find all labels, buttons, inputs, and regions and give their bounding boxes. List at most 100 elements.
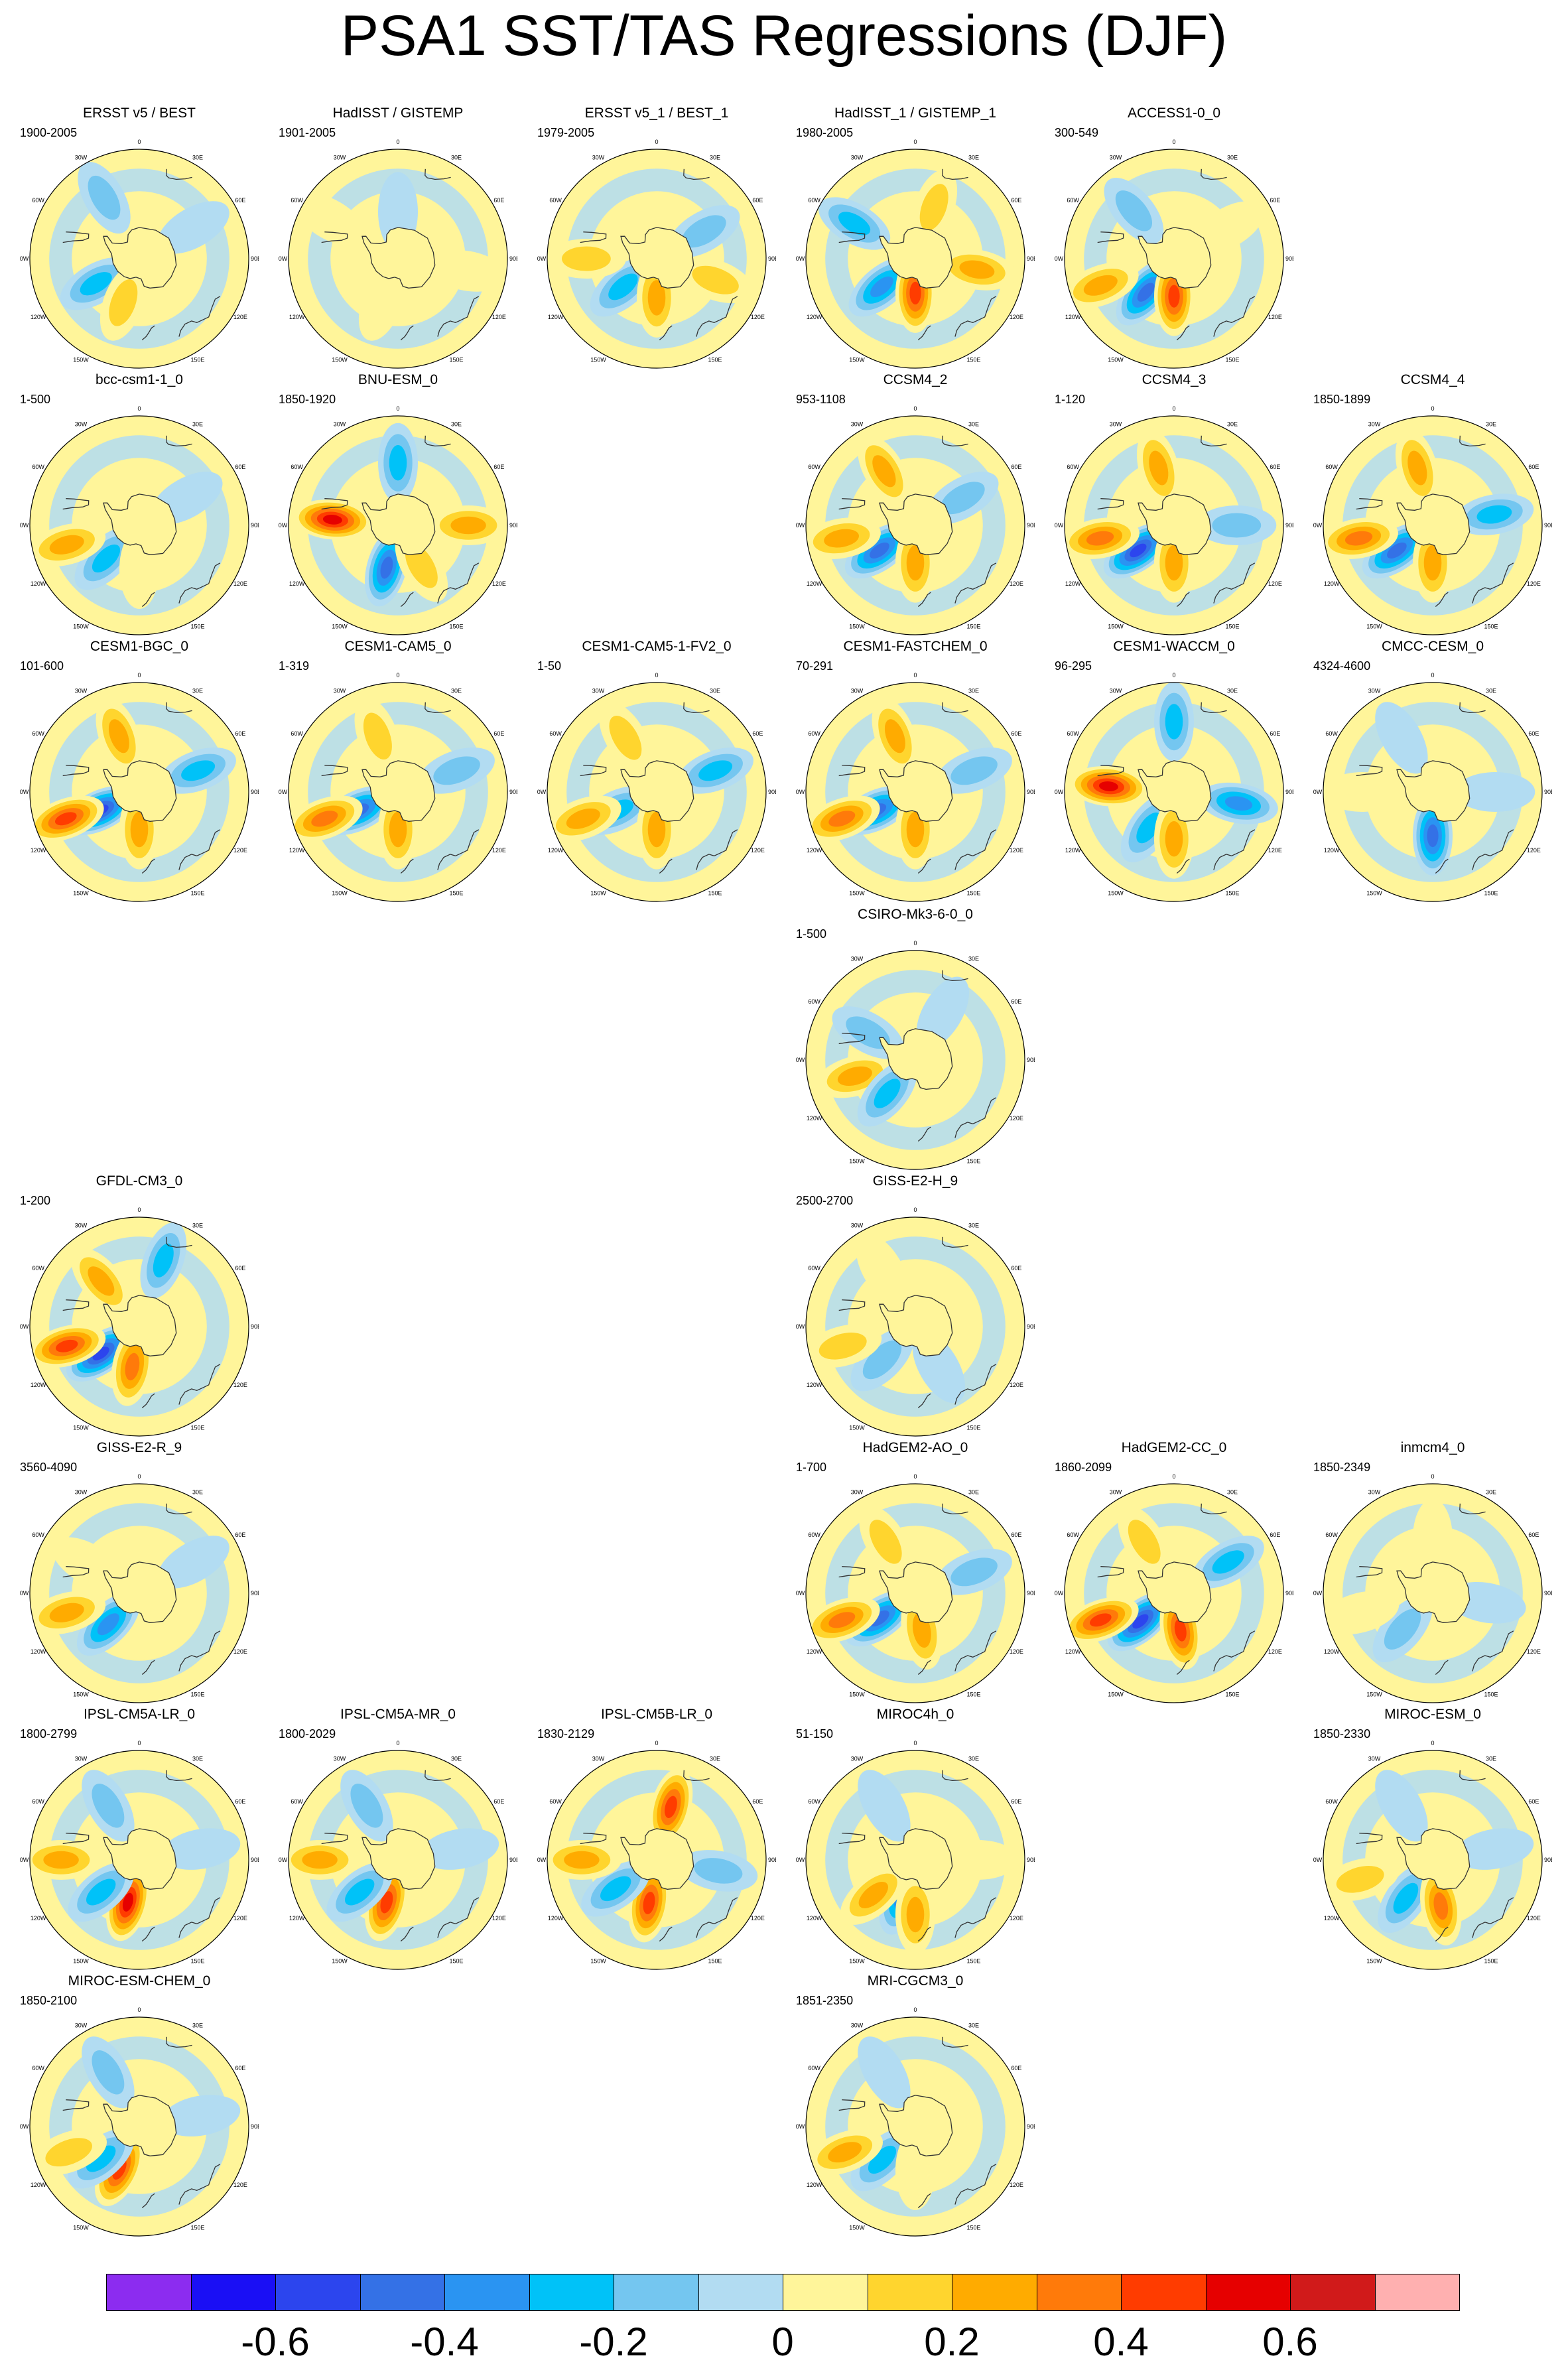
longitude-label: 120E bbox=[492, 580, 506, 587]
coastline bbox=[321, 231, 348, 243]
longitude-label: 0 bbox=[913, 2006, 917, 2013]
antarctica-coastline bbox=[103, 2095, 177, 2156]
coastline bbox=[166, 702, 192, 714]
anomaly-contour bbox=[828, 2142, 862, 2163]
anomaly-contour bbox=[1323, 772, 1402, 812]
polar-map: 030E60E90E120E150E180150W120W90W60W30W bbox=[796, 940, 1035, 1170]
longitude-label: 30E bbox=[192, 1222, 203, 1229]
longitude-label: 120E bbox=[1527, 1915, 1541, 1922]
coastline bbox=[942, 970, 968, 982]
map-border bbox=[1064, 149, 1284, 369]
longitude-label: 30W bbox=[1368, 1756, 1381, 1762]
longitude-label: 60W bbox=[549, 730, 562, 737]
longitude-label: 60E bbox=[235, 1532, 245, 1538]
map-border bbox=[1064, 682, 1284, 902]
anomaly-contour bbox=[1387, 542, 1407, 559]
longitude-label: 30W bbox=[851, 1756, 864, 1762]
anomaly-contour bbox=[157, 201, 229, 254]
panel-title: IPSL-CM5A-MR_0 bbox=[340, 1707, 456, 1722]
anomaly-contour bbox=[884, 719, 905, 754]
antarctica-coastline bbox=[620, 1828, 694, 1890]
map-panel: 030E60E90E120E150E180150W120W90W60W30WBN… bbox=[279, 371, 517, 637]
longitude-label: 90E bbox=[1285, 255, 1293, 262]
polar-map: 030E60E90E120E150E180150W120W90W60W30W bbox=[537, 1740, 776, 1970]
longitude-label: 120W bbox=[1324, 1648, 1340, 1655]
map-panel: 030E60E90E120E150E180150W120W90W60W30WMI… bbox=[20, 1973, 259, 2238]
longitude-label: 60E bbox=[1270, 730, 1280, 737]
panel-period: 1850-2100 bbox=[20, 1994, 78, 2007]
longitude-label: 60W bbox=[808, 1798, 820, 1805]
longitude-label: 150E bbox=[449, 1957, 463, 1964]
longitude-label: 30E bbox=[1227, 1489, 1238, 1496]
coastline bbox=[1356, 1833, 1383, 1845]
longitude-label: 120E bbox=[751, 1915, 765, 1922]
longitude-label: 120E bbox=[1010, 1915, 1023, 1922]
panel-period: 51-150 bbox=[796, 1727, 834, 1741]
panel-title: CESM1-FASTCHEM_0 bbox=[843, 639, 988, 654]
longitude-label: 90W bbox=[796, 1857, 805, 1863]
map-border bbox=[29, 1483, 249, 1703]
longitude-label: 30E bbox=[710, 1756, 720, 1762]
coastline bbox=[400, 1926, 414, 1941]
anomaly-contour bbox=[916, 976, 969, 1049]
anomaly-contour bbox=[950, 1557, 998, 1587]
longitude-label: 150E bbox=[1484, 1957, 1498, 1964]
longitude-label: 0 bbox=[137, 1740, 141, 1746]
anomaly-contour bbox=[92, 2050, 125, 2095]
longitude-label: 120E bbox=[233, 1915, 247, 1922]
longitude-label: 90E bbox=[1027, 789, 1035, 795]
coastline bbox=[400, 325, 414, 340]
longitude-label: 150W bbox=[332, 1957, 348, 1964]
coastline bbox=[917, 325, 931, 340]
coastline bbox=[696, 1897, 738, 1938]
coastline bbox=[1097, 231, 1124, 243]
anomaly-contour bbox=[909, 281, 921, 304]
longitude-label: 150E bbox=[1484, 889, 1498, 896]
map-border bbox=[29, 415, 249, 635]
map-border bbox=[805, 149, 1025, 369]
antarctica-coastline bbox=[1138, 227, 1212, 289]
map-border bbox=[805, 415, 1025, 635]
longitude-label: 150W bbox=[332, 356, 348, 363]
coastline bbox=[1459, 435, 1486, 447]
map-border bbox=[29, 682, 249, 902]
anomaly-contour bbox=[858, 2036, 911, 2109]
coastline bbox=[178, 296, 221, 337]
coastline bbox=[580, 231, 607, 243]
longitude-label: 150E bbox=[966, 889, 980, 896]
longitude-label: 90W bbox=[20, 1857, 29, 1863]
panel-title: CESM1-BGC_0 bbox=[90, 639, 189, 654]
anomaly-contour bbox=[363, 712, 392, 760]
longitude-label: 150W bbox=[1366, 1691, 1382, 1697]
anomaly-contour bbox=[1375, 1770, 1428, 1842]
longitude-label: 90W bbox=[1313, 789, 1323, 795]
colorbar-swatch bbox=[444, 2274, 530, 2311]
coastline bbox=[942, 1770, 968, 1782]
longitude-label: 0 bbox=[655, 1740, 658, 1746]
longitude-label: 60E bbox=[1528, 464, 1539, 470]
anomaly-contour bbox=[694, 1858, 743, 1884]
longitude-label: 90E bbox=[768, 789, 776, 795]
coastline bbox=[838, 1299, 866, 1311]
anomaly-contour bbox=[1137, 283, 1155, 302]
longitude-label: 90E bbox=[1285, 789, 1293, 795]
panel-title: GISS-E2-R_9 bbox=[96, 1440, 182, 1455]
coastline bbox=[1356, 765, 1383, 777]
coastline bbox=[178, 829, 221, 870]
coastline bbox=[954, 562, 997, 604]
longitude-label: 30W bbox=[75, 1222, 88, 1229]
longitude-label: 60W bbox=[32, 197, 44, 204]
anomaly-contour bbox=[1130, 543, 1147, 558]
longitude-label: 30W bbox=[851, 421, 864, 428]
longitude-label: 120W bbox=[1065, 847, 1081, 854]
longitude-label: 150E bbox=[708, 889, 722, 896]
coastline bbox=[1097, 1566, 1124, 1578]
anomaly-contour bbox=[1115, 190, 1153, 231]
longitude-label: 60E bbox=[1011, 998, 1021, 1005]
anomaly-contour bbox=[1224, 796, 1253, 811]
longitude-label: 150E bbox=[190, 356, 204, 363]
anomaly-contour bbox=[838, 212, 871, 235]
anomaly-contour bbox=[153, 1243, 174, 1278]
longitude-label: 120W bbox=[31, 1382, 46, 1388]
antarctica-coastline bbox=[1396, 760, 1470, 822]
